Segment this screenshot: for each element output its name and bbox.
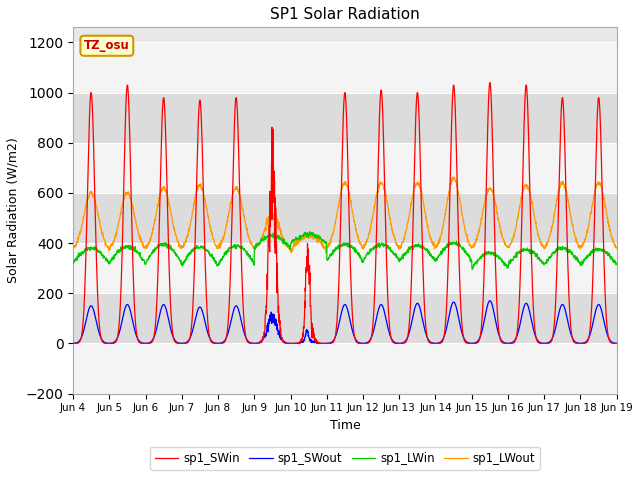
sp1_SWin	[503, 340, 511, 346]
sp1_SWin	[323, 340, 330, 346]
sp1_SWout	[323, 340, 330, 346]
Line: sp1_SWin: sp1_SWin	[73, 83, 617, 343]
sp1_SWin	[580, 340, 588, 346]
sp1_LWout	[565, 204, 573, 210]
sp1_LWin	[503, 264, 511, 269]
sp1_SWin	[486, 80, 493, 85]
sp1_LWout	[613, 245, 621, 251]
Line: sp1_SWout: sp1_SWout	[73, 301, 617, 343]
sp1_LWout	[449, 174, 457, 180]
sp1_LWin	[306, 229, 314, 235]
Bar	[73, 42, 617, 93]
sp1_LWout	[580, 240, 588, 246]
sp1_SWout	[580, 340, 588, 346]
sp1_LWout	[372, 192, 380, 198]
sp1_LWin	[580, 256, 588, 262]
Y-axis label: Solar Radiation (W/m2): Solar Radiation (W/m2)	[7, 138, 20, 283]
sp1_SWout	[361, 340, 369, 346]
Bar	[73, 93, 617, 143]
sp1_SWout	[565, 324, 573, 330]
sp1_SWout	[503, 340, 511, 346]
sp1_SWin	[221, 339, 228, 345]
Bar	[73, 243, 617, 293]
sp1_LWin	[613, 261, 621, 266]
Title: SP1 Solar Radiation: SP1 Solar Radiation	[270, 7, 420, 22]
sp1_SWout	[613, 340, 621, 346]
Bar	[73, 193, 617, 243]
sp1_SWout	[486, 298, 493, 304]
X-axis label: Time: Time	[330, 419, 360, 432]
sp1_LWin	[69, 261, 77, 266]
sp1_LWin	[468, 266, 476, 272]
sp1_LWout	[503, 244, 511, 250]
sp1_SWout	[372, 315, 380, 321]
sp1_SWin	[372, 231, 380, 237]
sp1_LWout	[323, 250, 330, 256]
sp1_SWin	[613, 340, 621, 346]
sp1_SWin	[69, 340, 77, 346]
Text: TZ_osu: TZ_osu	[84, 39, 130, 52]
sp1_LWin	[221, 252, 228, 258]
sp1_SWin	[565, 296, 573, 302]
Bar	[73, 343, 617, 394]
sp1_LWin	[361, 255, 369, 261]
sp1_SWout	[69, 340, 77, 346]
Line: sp1_LWout: sp1_LWout	[73, 177, 617, 253]
sp1_SWin	[361, 340, 369, 346]
sp1_LWout	[69, 245, 77, 251]
Legend: sp1_SWin, sp1_SWout, sp1_LWin, sp1_LWout: sp1_SWin, sp1_SWout, sp1_LWin, sp1_LWout	[150, 447, 540, 469]
Bar	[73, 293, 617, 343]
sp1_LWout	[221, 229, 228, 235]
sp1_LWin	[565, 248, 573, 254]
sp1_SWout	[221, 338, 228, 344]
sp1_LWout	[361, 241, 369, 247]
Bar	[73, 143, 617, 193]
sp1_LWin	[372, 242, 380, 248]
Line: sp1_LWin: sp1_LWin	[73, 232, 617, 269]
